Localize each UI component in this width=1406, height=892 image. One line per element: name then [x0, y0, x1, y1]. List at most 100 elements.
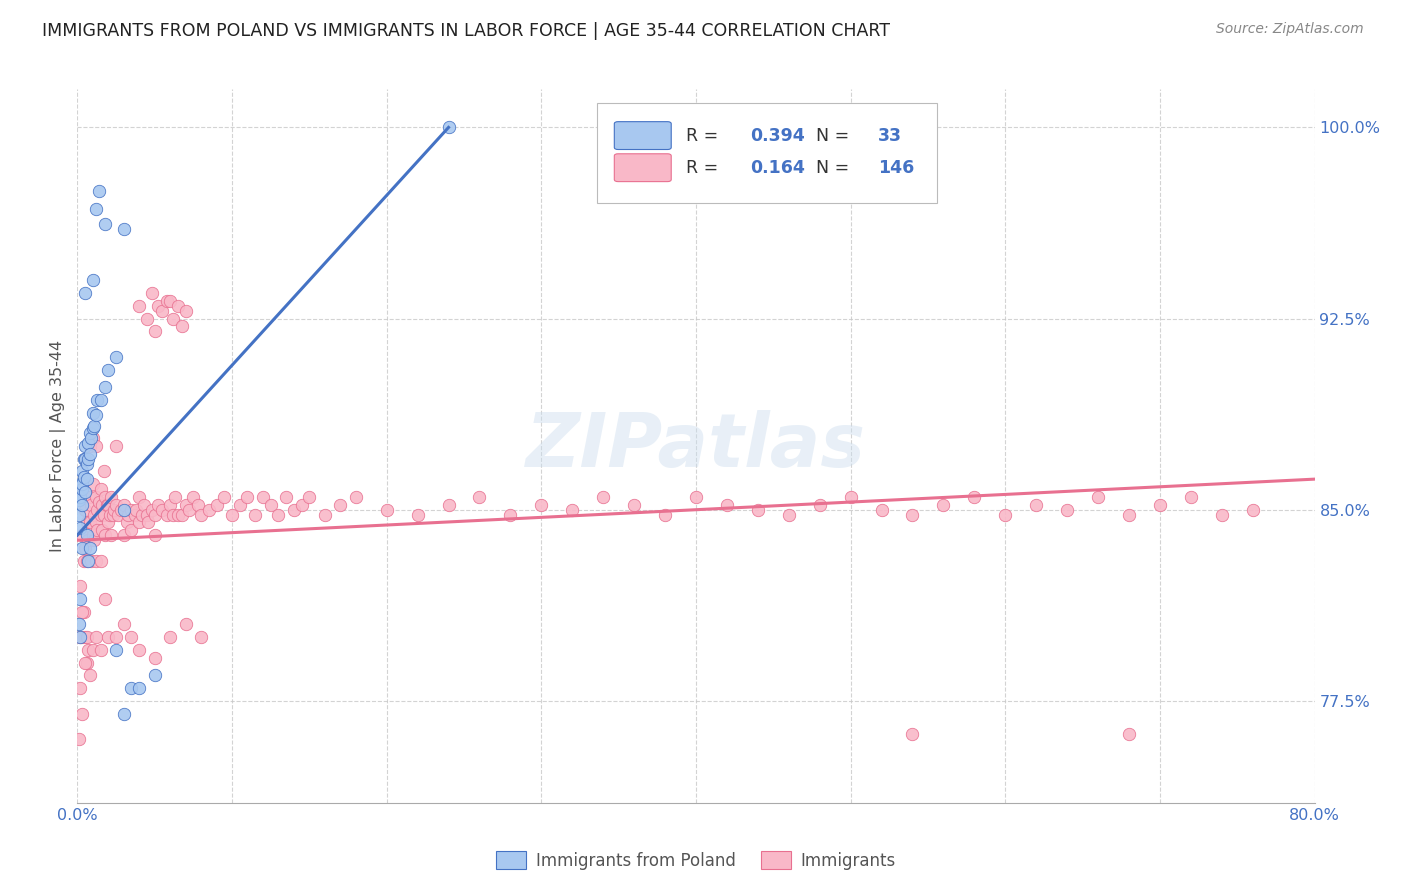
Point: [1087, 490, 1109, 504]
Text: R =: R =: [686, 127, 724, 145]
Point: [70, 541, 93, 555]
Point: [221, 508, 243, 522]
Point: [82, 643, 104, 657]
Point: [994, 508, 1017, 522]
Point: [76, 630, 98, 644]
Point: [86, 502, 108, 516]
Point: [67, 492, 90, 507]
Point: [93, 508, 115, 522]
Point: [167, 299, 190, 313]
Point: [468, 490, 491, 504]
Point: [77, 533, 100, 548]
Point: [70, 483, 93, 497]
Point: [69, 520, 91, 534]
Point: [163, 490, 186, 504]
Point: [72, 605, 94, 619]
Point: [128, 299, 150, 313]
Point: [80, 498, 103, 512]
Point: [143, 650, 166, 665]
Point: [141, 502, 163, 516]
Point: [190, 508, 212, 522]
Point: [110, 502, 132, 516]
Point: [80, 554, 103, 568]
Point: [94, 490, 117, 504]
Point: [105, 630, 127, 644]
Point: [174, 304, 197, 318]
Point: [146, 498, 169, 512]
Point: [152, 502, 174, 516]
Point: [117, 508, 139, 522]
Point: [69, 630, 91, 644]
Point: [94, 591, 117, 606]
Point: [143, 508, 166, 522]
Point: [69, 490, 91, 504]
Point: [72, 554, 94, 568]
Point: [112, 706, 135, 721]
Point: [406, 508, 429, 522]
Point: [90, 554, 111, 568]
Point: [69, 579, 91, 593]
Point: [143, 668, 166, 682]
Point: [162, 311, 184, 326]
Point: [80, 431, 103, 445]
Point: [107, 508, 129, 522]
FancyBboxPatch shape: [614, 153, 671, 182]
Point: [83, 418, 105, 433]
Point: [187, 498, 209, 512]
Point: [87, 184, 110, 198]
Point: [141, 286, 163, 301]
Point: [499, 508, 522, 522]
Point: [67, 617, 90, 632]
Y-axis label: In Labor Force | Age 35-44: In Labor Force | Age 35-44: [51, 340, 66, 552]
Point: [167, 508, 190, 522]
Point: [530, 498, 553, 512]
Point: [156, 508, 179, 522]
Point: [152, 304, 174, 318]
Point: [136, 311, 159, 326]
Point: [156, 293, 179, 308]
Point: [105, 498, 127, 512]
Point: [75, 541, 96, 555]
Point: [79, 668, 101, 682]
Point: [685, 490, 707, 504]
Point: [90, 508, 111, 522]
Point: [839, 490, 862, 504]
Point: [344, 490, 367, 504]
Point: [84, 630, 107, 644]
Point: [76, 457, 98, 471]
Point: [437, 120, 460, 135]
Point: [91, 523, 114, 537]
Point: [75, 484, 96, 499]
Point: [77, 436, 100, 450]
Point: [162, 508, 184, 522]
Text: 33: 33: [877, 127, 901, 145]
Point: [298, 490, 321, 504]
Point: [75, 286, 96, 301]
Point: [143, 528, 166, 542]
Point: [159, 293, 181, 308]
Point: [1149, 498, 1171, 512]
Point: [901, 727, 924, 741]
Point: [84, 516, 107, 530]
Point: [90, 483, 111, 497]
Point: [1118, 508, 1140, 522]
Point: [69, 630, 91, 644]
Point: [76, 554, 98, 568]
Point: [70, 477, 93, 491]
Point: [115, 516, 138, 530]
Point: [228, 498, 252, 512]
Point: [1118, 727, 1140, 741]
Point: [105, 439, 127, 453]
Point: [70, 465, 93, 479]
Point: [82, 431, 104, 445]
Point: [121, 523, 143, 537]
Point: [592, 490, 614, 504]
Point: [97, 516, 120, 530]
Point: [76, 528, 98, 542]
Point: [86, 523, 108, 537]
Point: [198, 502, 221, 516]
Point: [93, 465, 115, 479]
Point: [96, 498, 118, 512]
Point: [136, 508, 159, 522]
Point: [128, 516, 150, 530]
